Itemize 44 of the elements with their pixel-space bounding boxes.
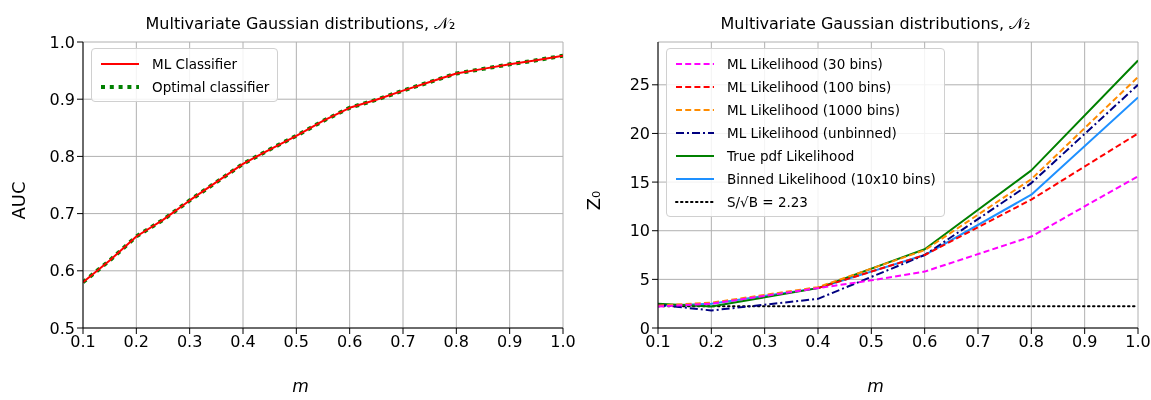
x-tick-label: 0.5 bbox=[283, 332, 310, 352]
chart-title: Multivariate Gaussian distributions, 𝒩₂ bbox=[719, 14, 1032, 33]
x-tick-label: 0.2 bbox=[698, 332, 725, 352]
x-tick-label: 0.4 bbox=[805, 332, 831, 352]
x-tick-label: 0.3 bbox=[751, 332, 778, 352]
x-tick-label: 0.7 bbox=[390, 332, 416, 352]
y-tick-label: 0.7 bbox=[49, 204, 75, 224]
y-tick-label: 0.6 bbox=[49, 261, 75, 281]
y-tick-label: 25 bbox=[629, 75, 650, 95]
legend-label: Binned Likelihood (10x10 bins) bbox=[727, 170, 936, 187]
y-axis-title: Z₀ bbox=[582, 190, 604, 210]
legend-label: Optimal classifier bbox=[152, 78, 270, 95]
legend-label: S/√B = 2.23 bbox=[727, 193, 808, 210]
y-axis-title: AUC bbox=[7, 180, 29, 220]
x-tick-label: 0.8 bbox=[443, 332, 470, 352]
x-tick-label: 0.2 bbox=[123, 332, 150, 352]
y-tick-label: 20 bbox=[629, 124, 650, 144]
x-axis-title: m bbox=[866, 376, 885, 396]
legend-label: ML Likelihood (30 bins) bbox=[727, 55, 883, 72]
chart-title: Multivariate Gaussian distributions, 𝒩₂ bbox=[144, 14, 457, 33]
x-tick-label: 0.8 bbox=[1018, 332, 1045, 352]
y-tick-label: 0.8 bbox=[49, 147, 75, 167]
x-tick-label: 0.6 bbox=[336, 332, 363, 352]
x-tick-label: 0.3 bbox=[176, 332, 203, 352]
y-tick-label: 15 bbox=[629, 172, 650, 192]
y-tick-label: 1.0 bbox=[49, 32, 75, 52]
legend-label: ML Likelihood (unbinned) bbox=[727, 124, 897, 141]
x-tick-label: 1.0 bbox=[1125, 332, 1151, 352]
y-tick-label: 0.9 bbox=[49, 89, 75, 109]
x-axis-title: m bbox=[291, 376, 310, 396]
x-tick-label: 1.0 bbox=[550, 332, 576, 352]
x-tick-label: 0.7 bbox=[965, 332, 991, 352]
x-tick-label: 0.9 bbox=[1071, 332, 1098, 352]
x-tick-label: 0.9 bbox=[496, 332, 523, 352]
line-series bbox=[658, 175, 1138, 308]
legend-label: True pdf Likelihood bbox=[727, 147, 855, 164]
x-tick-label: 0.5 bbox=[858, 332, 885, 352]
x-tick-label: 0.6 bbox=[911, 332, 938, 352]
legend-label: ML Classifier bbox=[152, 55, 238, 72]
x-tick-label: 0.4 bbox=[230, 332, 256, 352]
y-tick-label: 10 bbox=[629, 221, 650, 241]
legend-label: ML Likelihood (100 bins) bbox=[727, 78, 892, 95]
y-tick-label: 5 bbox=[639, 270, 650, 290]
legend-label: ML Likelihood (1000 bins) bbox=[727, 101, 900, 118]
